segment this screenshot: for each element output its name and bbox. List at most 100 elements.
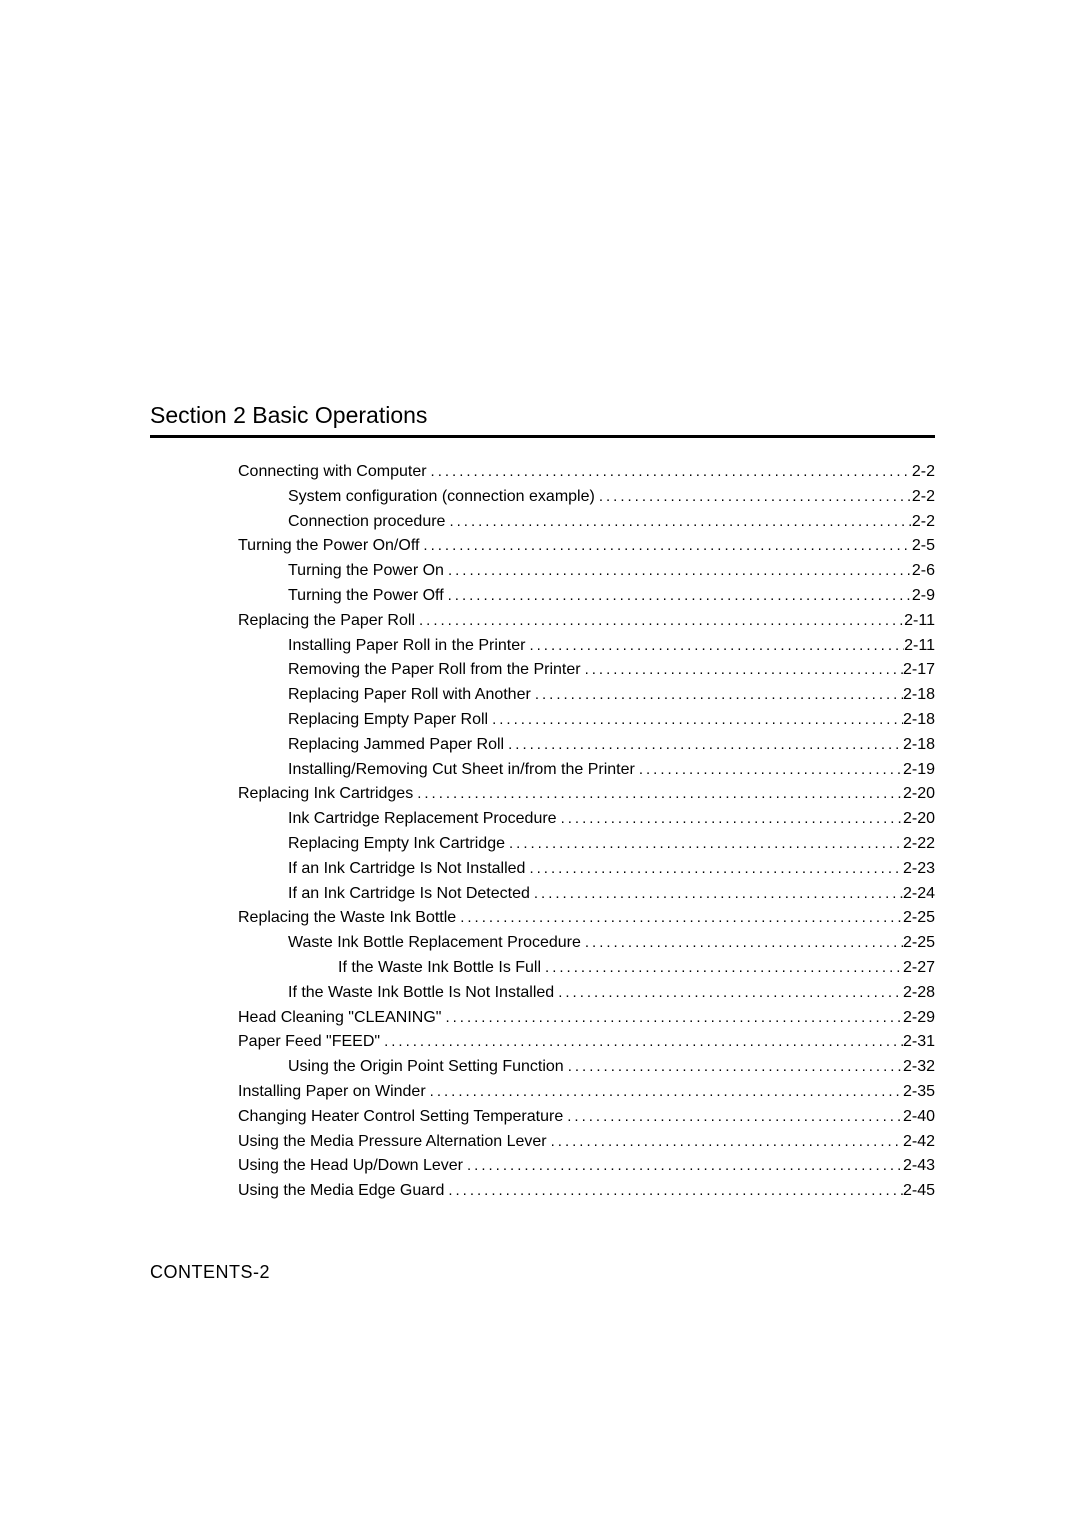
- toc-entry-text: If an Ink Cartridge Is Not Detected: [288, 882, 530, 907]
- toc-leader-dots: [525, 634, 904, 657]
- toc-leader-dots: [444, 584, 912, 607]
- toc-entry: Installing Paper Roll in the Printer2-11: [238, 634, 935, 659]
- toc-entry-text: If the Waste Ink Bottle Is Full: [338, 956, 541, 981]
- toc-leader-dots: [541, 956, 903, 979]
- toc-leader-dots: [554, 981, 903, 1004]
- toc-entry-page: 2-42: [903, 1130, 935, 1155]
- toc-entry-page: 2-2: [912, 460, 935, 485]
- toc-entry: Removing the Paper Roll from the Printer…: [238, 658, 935, 683]
- toc-entry-page: 2-18: [903, 708, 935, 733]
- toc-leader-dots: [595, 485, 912, 508]
- toc-leader-dots: [635, 758, 903, 781]
- toc-leader-dots: [413, 782, 903, 805]
- toc-leader-dots: [557, 807, 903, 830]
- toc-entry-page: 2-27: [903, 956, 935, 981]
- toc-entry-text: Ink Cartridge Replacement Procedure: [288, 807, 557, 832]
- toc-entry: Replacing Paper Roll with Another2-18: [238, 683, 935, 708]
- toc-list: Connecting with Computer2-2System config…: [150, 460, 935, 1204]
- toc-entry-page: 2-2: [912, 485, 935, 510]
- toc-entry-text: Using the Origin Point Setting Function: [288, 1055, 564, 1080]
- toc-entry-page: 2-28: [903, 981, 935, 1006]
- toc-entry-page: 2-2: [912, 510, 935, 535]
- toc-entry-text: Turning the Power On: [288, 559, 444, 584]
- toc-entry-text: Changing Heater Control Setting Temperat…: [238, 1105, 563, 1130]
- toc-entry-page: 2-23: [903, 857, 935, 882]
- toc-entry-text: Turning the Power On/Off: [238, 534, 419, 559]
- toc-entry-page: 2-20: [903, 807, 935, 832]
- toc-entry-text: If an Ink Cartridge Is Not Installed: [288, 857, 525, 882]
- toc-leader-dots: [419, 534, 911, 557]
- toc-leader-dots: [463, 1154, 903, 1177]
- toc-entry-text: Using the Head Up/Down Lever: [238, 1154, 463, 1179]
- toc-entry-text: Using the Media Pressure Alternation Lev…: [238, 1130, 547, 1155]
- toc-entry-page: 2-40: [903, 1105, 935, 1130]
- toc-entry-text: Using the Media Edge Guard: [238, 1179, 444, 1204]
- toc-entry-text: System configuration (connection example…: [288, 485, 595, 510]
- toc-leader-dots: [456, 906, 903, 929]
- toc-leader-dots: [581, 658, 903, 681]
- toc-entry-text: Replacing Paper Roll with Another: [288, 683, 531, 708]
- page-number: CONTENTS-2: [150, 1262, 270, 1283]
- toc-entry-page: 2-6: [912, 559, 935, 584]
- toc-leader-dots: [415, 609, 904, 632]
- toc-entry-page: 2-35: [903, 1080, 935, 1105]
- toc-entry-page: 2-18: [903, 733, 935, 758]
- toc-leader-dots: [426, 1080, 903, 1103]
- toc-entry: Head Cleaning "CLEANING" 2-29: [238, 1006, 935, 1031]
- toc-entry-page: 2-29: [903, 1006, 935, 1031]
- toc-entry-text: Replacing Jammed Paper Roll: [288, 733, 504, 758]
- toc-entry: Replacing Empty Ink Cartridge2-22: [238, 832, 935, 857]
- toc-entry-page: 2-11: [904, 609, 935, 634]
- toc-entry-text: Installing/Removing Cut Sheet in/from th…: [288, 758, 635, 783]
- toc-leader-dots: [531, 683, 903, 706]
- toc-entry: Using the Media Edge Guard2-45: [238, 1179, 935, 1204]
- toc-leader-dots: [445, 510, 911, 533]
- toc-entry-page: 2-20: [903, 782, 935, 807]
- toc-entry: If an Ink Cartridge Is Not Installed 2-23: [238, 857, 935, 882]
- toc-entry: Turning the Power On 2-6: [238, 559, 935, 584]
- toc-entry-page: 2-25: [903, 906, 935, 931]
- toc-entry-page: 2-11: [904, 634, 935, 659]
- page-content: Section 2 Basic Operations Connecting wi…: [0, 0, 1080, 1204]
- toc-entry-text: Connection procedure: [288, 510, 445, 535]
- toc-entry: Replacing Jammed Paper Roll 2-18: [238, 733, 935, 758]
- toc-entry-text: If the Waste Ink Bottle Is Not Installed: [288, 981, 554, 1006]
- toc-leader-dots: [488, 708, 903, 731]
- toc-entry-text: Replacing Ink Cartridges: [238, 782, 413, 807]
- toc-entry: Using the Origin Point Setting Function 2…: [238, 1055, 935, 1080]
- toc-entry-page: 2-31: [903, 1030, 935, 1055]
- toc-leader-dots: [380, 1030, 903, 1053]
- toc-entry-page: 2-22: [903, 832, 935, 857]
- toc-entry-text: Installing Paper on Winder: [238, 1080, 426, 1105]
- toc-entry-page: 2-25: [903, 931, 935, 956]
- toc-leader-dots: [504, 733, 903, 756]
- toc-entry: Ink Cartridge Replacement Procedure 2-20: [238, 807, 935, 832]
- toc-entry: Turning the Power On/Off 2-5: [238, 534, 935, 559]
- toc-entry: Connection procedure 2-2: [238, 510, 935, 535]
- toc-entry: Replacing Empty Paper Roll 2-18: [238, 708, 935, 733]
- toc-leader-dots: [525, 857, 903, 880]
- toc-entry-text: Head Cleaning "CLEANING": [238, 1006, 441, 1031]
- toc-entry-page: 2-32: [903, 1055, 935, 1080]
- toc-entry-text: Replacing the Paper Roll: [238, 609, 415, 634]
- toc-entry-text: Paper Feed "FEED": [238, 1030, 380, 1055]
- toc-entry: Installing/Removing Cut Sheet in/from th…: [238, 758, 935, 783]
- toc-entry-page: 2-43: [903, 1154, 935, 1179]
- toc-leader-dots: [444, 559, 912, 582]
- toc-entry-page: 2-5: [912, 534, 935, 559]
- section-title: Section 2 Basic Operations: [150, 402, 935, 438]
- toc-leader-dots: [547, 1130, 903, 1153]
- toc-leader-dots: [444, 1179, 903, 1202]
- toc-entry: System configuration (connection example…: [238, 485, 935, 510]
- toc-leader-dots: [530, 882, 903, 905]
- toc-leader-dots: [581, 931, 903, 954]
- toc-entry-text: Replacing Empty Paper Roll: [288, 708, 488, 733]
- toc-entry: Replacing the Waste Ink Bottle2-25: [238, 906, 935, 931]
- toc-entry: If the Waste Ink Bottle Is Not Installed…: [238, 981, 935, 1006]
- toc-leader-dots: [564, 1055, 903, 1078]
- toc-leader-dots: [505, 832, 903, 855]
- toc-entry-page: 2-9: [912, 584, 935, 609]
- toc-entry: If an Ink Cartridge Is Not Detected2-24: [238, 882, 935, 907]
- toc-entry: Waste Ink Bottle Replacement Procedure 2-…: [238, 931, 935, 956]
- toc-entry-text: Waste Ink Bottle Replacement Procedure: [288, 931, 581, 956]
